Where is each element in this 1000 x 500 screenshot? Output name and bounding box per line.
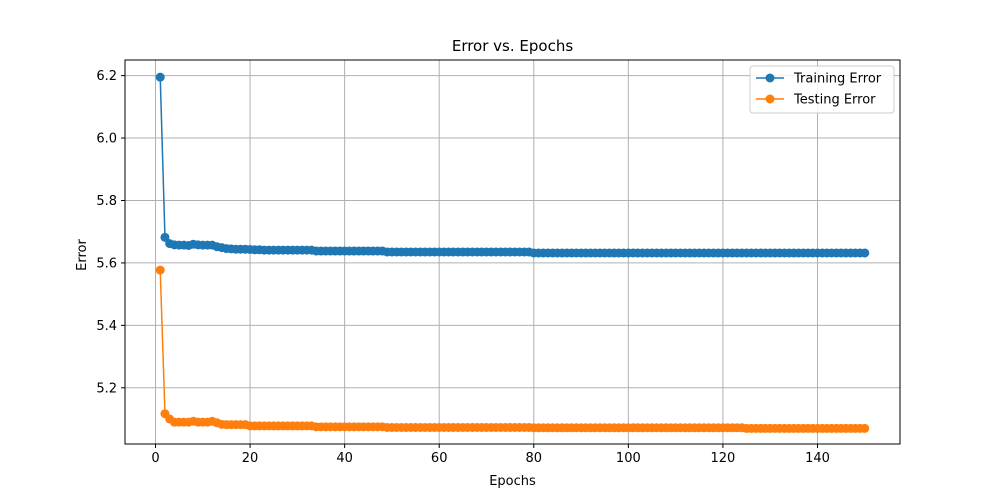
y-axis-label: Error	[75, 239, 90, 271]
data-point-testing-error	[155, 265, 165, 275]
series-testing-error	[155, 265, 870, 433]
x-tick-label: 120	[711, 451, 736, 466]
x-tick-label: 60	[431, 451, 448, 466]
legend: Training Error Testing Error	[749, 65, 895, 114]
y-tick-label: 6.2	[96, 69, 117, 84]
y-axis: 5.2 5.4 5.6 5.8 6.0 6.2	[96, 69, 125, 396]
x-tick-label: 100	[616, 451, 641, 466]
x-axis-label: Epochs	[489, 474, 536, 489]
x-tick-label: 20	[242, 451, 259, 466]
x-tick-label: 80	[526, 451, 543, 466]
x-tick-label: 140	[805, 451, 830, 466]
plot-frame	[124, 59, 901, 445]
legend-label-training: Training Error	[793, 72, 882, 87]
series-layer	[155, 72, 870, 433]
y-tick-label: 6.0	[96, 132, 117, 147]
data-point-training-error	[860, 248, 870, 258]
data-point-training-error	[155, 72, 165, 82]
x-tick-label: 0	[151, 451, 159, 466]
x-tick-label: 40	[336, 451, 353, 466]
legend-marker-training	[765, 73, 775, 83]
x-axis: 0 20 40 60 80 100 120 140	[151, 444, 830, 466]
legend-marker-testing	[765, 94, 775, 104]
data-point-training-error	[160, 232, 170, 242]
legend-box	[749, 65, 895, 114]
chart-title: Error vs. Epochs	[452, 37, 573, 55]
y-tick-label: 5.6	[96, 256, 117, 271]
y-tick-label: 5.2	[96, 381, 117, 396]
data-point-testing-error	[860, 423, 870, 433]
y-tick-label: 5.4	[96, 319, 117, 334]
legend-label-testing: Testing Error	[793, 93, 876, 108]
series-training-error	[155, 72, 870, 258]
y-tick-label: 5.8	[96, 194, 117, 209]
